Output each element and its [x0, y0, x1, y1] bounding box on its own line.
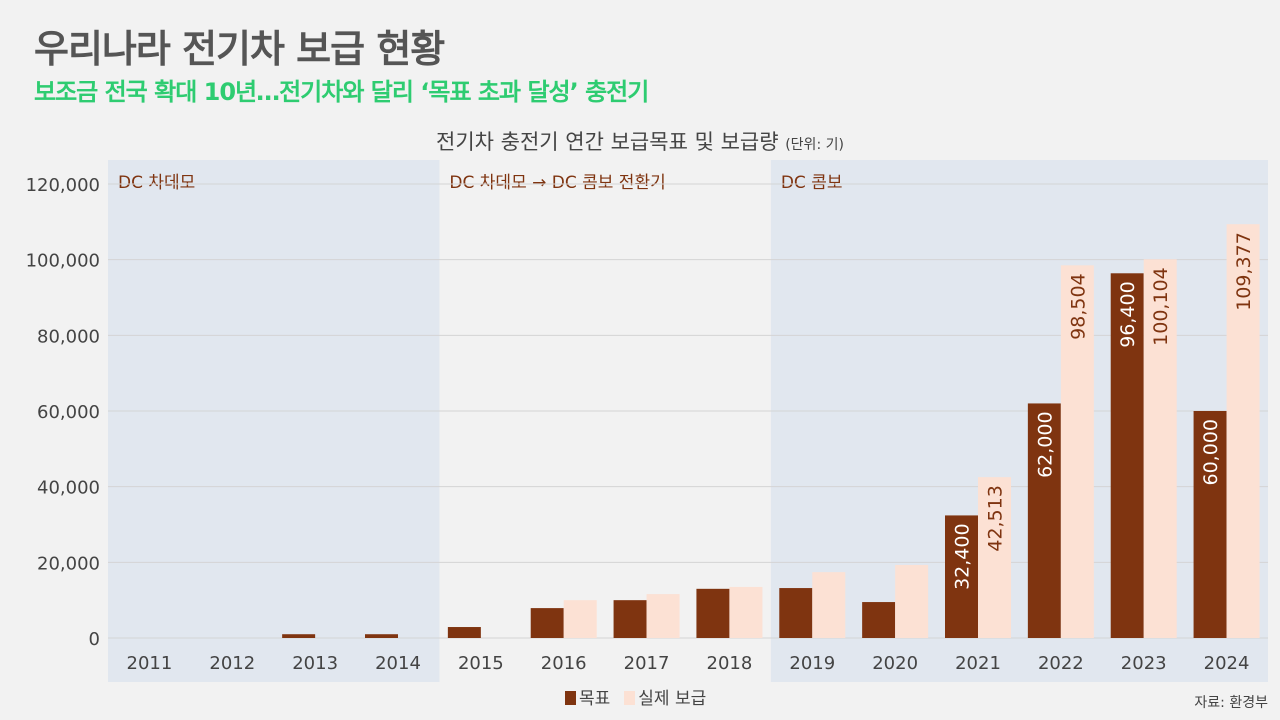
- source-note: 자료: 환경부: [1194, 695, 1268, 711]
- legend-item-target: 목표: [565, 684, 610, 709]
- data-label: 32,400: [952, 523, 974, 589]
- bar-actual: [895, 564, 929, 638]
- bar-target: [1110, 273, 1144, 638]
- bar-actual: [1060, 265, 1094, 638]
- legend: 목표 실제 보급: [565, 684, 706, 709]
- x-tick-label: 2017: [624, 653, 670, 674]
- bar-target: [1193, 411, 1227, 638]
- bar-target: [530, 608, 564, 638]
- data-label: 98,504: [1067, 273, 1089, 339]
- y-tick-label: 40,000: [37, 478, 100, 499]
- data-label: 60,000: [1200, 419, 1222, 485]
- bar-target: [613, 600, 647, 638]
- bar-target: [1027, 403, 1061, 638]
- x-tick-label: 2016: [541, 653, 587, 674]
- data-label: 96,400: [1117, 281, 1139, 347]
- bar-actual: [563, 600, 597, 638]
- chart-unit: (단위: 기): [785, 137, 844, 153]
- x-tick-label: 2023: [1121, 653, 1167, 674]
- bar-target: [282, 634, 316, 638]
- x-tick-label: 2014: [375, 653, 421, 674]
- bar-actual: [1143, 259, 1177, 638]
- data-label: 42,513: [985, 485, 1007, 551]
- chart-title: 전기차 충전기 연간 보급목표 및 보급량 (단위: 기): [0, 126, 1280, 156]
- data-label: 109,377: [1233, 232, 1255, 311]
- page-title: 우리나라 전기차 보급 현황: [34, 27, 445, 71]
- region-band: [770, 160, 1268, 682]
- chart-title-text: 전기차 충전기 연간 보급목표 및 보급량: [436, 130, 779, 154]
- bar-target: [696, 588, 730, 638]
- y-tick-label: 60,000: [37, 402, 100, 423]
- bar-target: [779, 588, 813, 638]
- x-tick-label: 2012: [209, 653, 255, 674]
- bar-actual: [978, 477, 1011, 638]
- region-label: DC 차데모 → DC 콤보 전환기: [449, 173, 665, 193]
- data-label: 100,104: [1150, 267, 1172, 346]
- bar-target: [945, 515, 978, 638]
- page-subtitle: 보조금 전국 확대 10년…전기차와 달리 ‘목표 초과 달성’ 충전기: [34, 78, 649, 106]
- region-label: DC 차데모: [118, 173, 195, 193]
- x-tick-label: 2020: [872, 653, 918, 674]
- region-label: DC 콤보: [781, 173, 843, 193]
- x-tick-label: 2019: [789, 653, 835, 674]
- bar-actual: [729, 586, 763, 638]
- x-tick-label: 2015: [458, 653, 504, 674]
- y-tick-label: 20,000: [37, 553, 100, 574]
- data-label: 62,000: [1034, 411, 1056, 477]
- x-tick-label: 2024: [1204, 653, 1250, 674]
- y-tick-label: 100,000: [26, 251, 100, 272]
- x-tick-label: 2013: [292, 653, 338, 674]
- x-tick-label: 2011: [127, 653, 173, 674]
- bar-actual: [812, 572, 846, 638]
- region-band: [108, 160, 440, 682]
- bar-actual: [1226, 224, 1260, 638]
- y-tick-label: 0: [89, 629, 100, 650]
- legend-item-actual: 실제 보급: [624, 684, 706, 709]
- x-tick-label: 2018: [707, 653, 753, 674]
- x-tick-label: 2021: [955, 653, 1001, 674]
- y-tick-label: 120,000: [26, 175, 100, 196]
- y-tick-label: 80,000: [37, 326, 100, 347]
- bar-target: [447, 627, 481, 638]
- bar-target: [365, 634, 398, 638]
- x-tick-label: 2022: [1038, 653, 1084, 674]
- bar-actual: [646, 594, 680, 638]
- bar-target: [862, 602, 896, 638]
